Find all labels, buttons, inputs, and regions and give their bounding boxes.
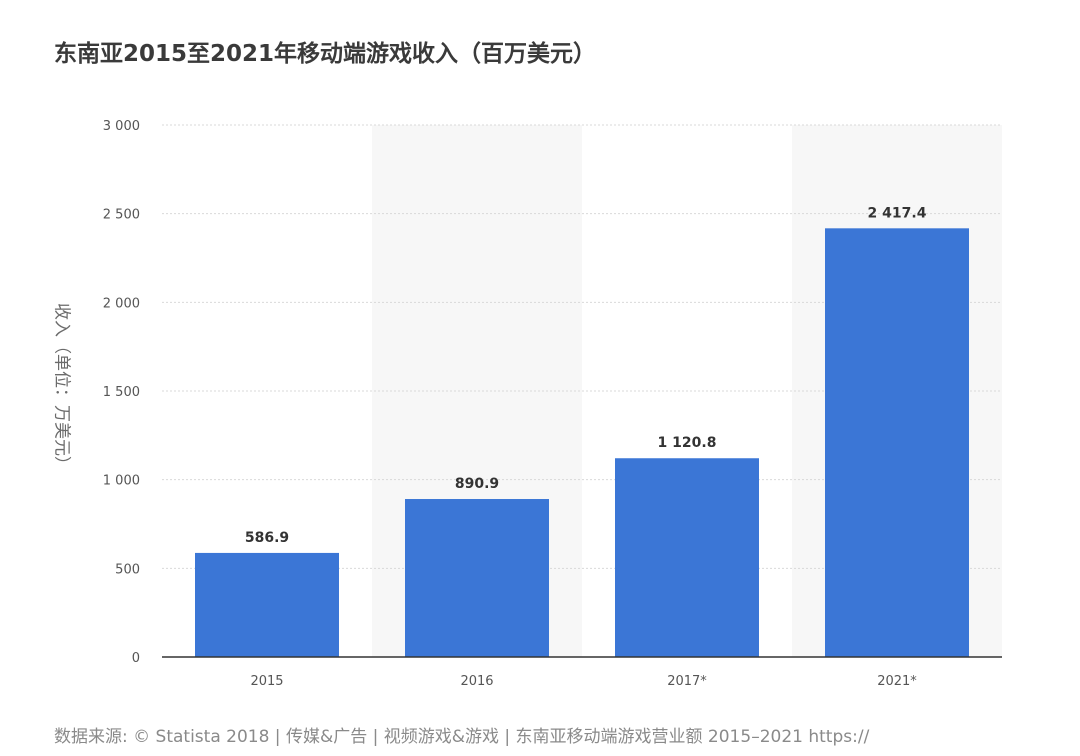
y-tick-label: 0	[132, 651, 140, 666]
bar	[195, 552, 339, 657]
x-tick-label: 2016	[460, 674, 493, 689]
x-tick-label: 2017*	[667, 674, 707, 689]
y-tick-label: 500	[115, 562, 140, 577]
bars	[195, 228, 969, 658]
x-tick-label: 2015	[250, 674, 283, 689]
y-tick-label: 3 000	[103, 119, 140, 134]
data-label: 2 417.4	[868, 205, 927, 221]
y-axis-label: 收入（单位：万美元）	[51, 303, 72, 473]
y-tick-label: 1 000	[103, 474, 140, 489]
y-tick-label: 2 000	[103, 296, 140, 311]
x-axis-ticks: 2015 2016 2017* 2021*	[250, 674, 917, 689]
y-tick-label: 1 500	[103, 385, 140, 400]
y-axis-ticks: 0 500 1 000 1 500 2 000 2 500 3 000	[103, 119, 140, 666]
data-label: 890.9	[455, 476, 499, 492]
bar	[825, 228, 969, 658]
bar	[405, 499, 549, 657]
y-tick-label: 2 500	[103, 208, 140, 223]
x-tick-label: 2021*	[877, 674, 917, 689]
data-labels: 586.9 890.9 1 120.8 2 417.4	[245, 205, 927, 546]
y-axis-label-wrap: 收入（单位：万美元）	[52, 303, 234, 473]
source-note: 数据来源: © Statista 2018 | 传媒&广告 | 视频游戏&游戏 …	[54, 727, 870, 747]
bar	[615, 458, 759, 657]
data-label: 586.9	[245, 530, 289, 546]
chart-title: 东南亚2015至2021年移动端游戏收入（百万美元）	[54, 41, 597, 67]
data-label: 1 120.8	[658, 435, 717, 451]
